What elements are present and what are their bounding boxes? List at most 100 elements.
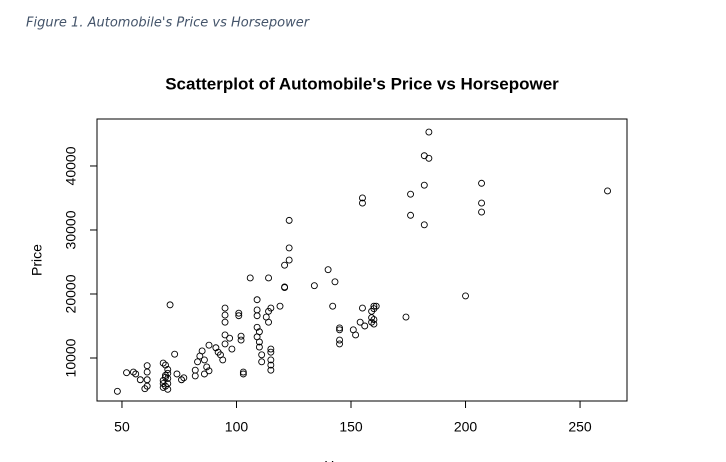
point [336,336,344,344]
point [281,284,289,292]
point [235,312,243,320]
point [285,256,293,264]
point [324,266,332,274]
point [180,374,188,382]
y-tick-label: 20000 [63,274,79,313]
y-tick-label: 10000 [63,338,79,377]
x-tick-label: 100 [225,419,249,435]
point [136,376,144,384]
point [226,334,234,342]
x-tick-label: 50 [114,419,130,435]
point [420,181,428,189]
point [205,367,213,375]
point [221,304,229,312]
point [235,309,243,317]
point [191,372,199,380]
point [221,331,229,339]
point [253,296,261,304]
point [420,152,428,160]
point [407,190,415,198]
point [478,179,486,187]
point [255,343,263,351]
point [420,221,428,229]
point [267,304,275,312]
point [200,356,208,364]
point [267,345,275,353]
point [255,338,263,346]
point [159,359,167,367]
point [267,361,275,369]
point [143,376,151,384]
x-tick-label: 150 [339,419,363,435]
point [265,274,273,282]
point [173,370,181,378]
point [239,370,247,378]
point [265,318,273,326]
point [402,313,410,321]
point [352,331,360,339]
point [372,302,380,310]
point [221,311,229,319]
point [359,194,366,202]
point [310,282,318,290]
point [219,356,227,364]
point [239,368,247,376]
point [203,363,211,371]
figure-caption: Figure 1. Automobile's Price vs Horsepow… [26,16,311,31]
point [246,274,254,282]
point [162,382,169,390]
point [285,216,293,224]
x-tick-label: 200 [454,419,478,435]
point [253,312,261,320]
point [425,128,433,136]
point [407,211,415,219]
point [359,304,366,312]
point [164,369,172,377]
point [162,361,169,369]
point [276,302,284,310]
point [191,366,199,374]
point [359,199,366,207]
point [425,154,433,162]
point [228,345,236,353]
point [368,307,376,315]
point [166,301,174,309]
point [132,370,140,378]
point [141,385,149,393]
point [478,199,486,207]
point [361,322,369,330]
point [205,341,213,349]
point [221,318,229,326]
point [143,368,151,376]
chart-title: Scatterplot of Automobile's Price vs Hor… [165,74,559,93]
point [478,208,486,216]
y-tick-label: 40000 [63,146,79,185]
point [221,340,229,348]
point [356,318,364,326]
point [194,358,201,366]
point [258,351,266,359]
point [331,278,339,286]
point [258,358,266,366]
point [237,336,245,344]
point [604,187,611,195]
point [237,332,245,340]
point [336,340,344,348]
point [336,324,344,332]
point [178,376,185,384]
point [164,375,172,382]
plot-box [96,118,628,402]
point [198,347,206,355]
y-tick-label: 30000 [63,210,79,249]
point [123,369,130,377]
point [200,370,208,378]
point [113,387,121,395]
point [370,320,378,328]
point [329,302,337,310]
point [281,261,289,269]
point [253,306,261,314]
point [462,292,469,300]
point [143,362,151,370]
